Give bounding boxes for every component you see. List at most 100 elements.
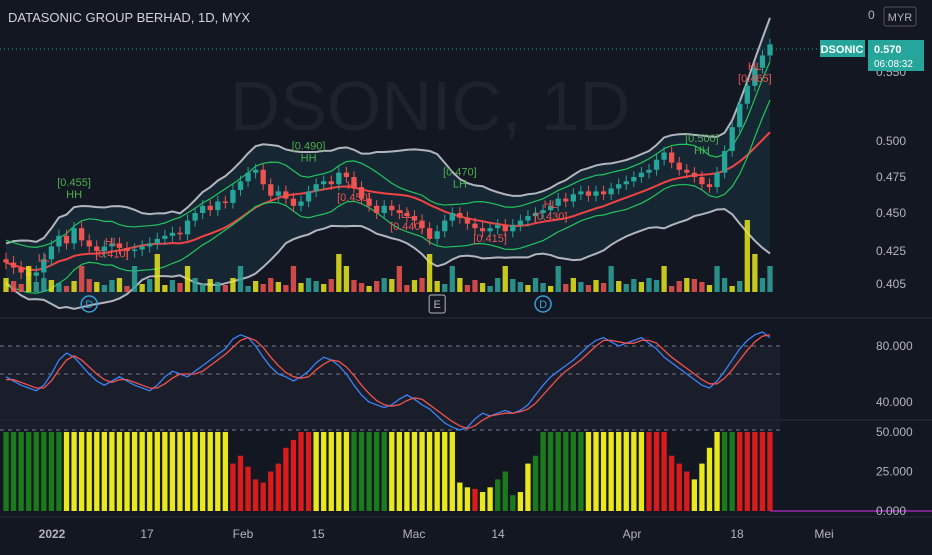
pivot-price-label: [0.465] bbox=[738, 73, 772, 85]
volume-bar bbox=[71, 281, 77, 292]
histogram-bar bbox=[517, 492, 524, 511]
candle-body bbox=[237, 181, 244, 190]
histogram-bar bbox=[759, 432, 766, 511]
volume-bar bbox=[290, 266, 297, 292]
volume-bar bbox=[94, 282, 100, 292]
histogram-bar bbox=[200, 432, 206, 511]
candle-body bbox=[684, 169, 690, 173]
volume-bar bbox=[78, 266, 85, 292]
volume-bar bbox=[706, 285, 713, 292]
candle-body bbox=[86, 240, 92, 247]
histogram-bar bbox=[298, 432, 304, 511]
histogram-bar bbox=[139, 432, 145, 511]
volume-bar bbox=[184, 266, 191, 292]
candle-body bbox=[245, 172, 251, 182]
histogram-bar bbox=[245, 466, 251, 511]
histogram-bar bbox=[434, 432, 440, 511]
volume-bar bbox=[222, 285, 229, 292]
candle-body bbox=[759, 55, 766, 68]
candle-body bbox=[154, 238, 160, 244]
histogram-bar bbox=[177, 432, 183, 511]
volume-bar bbox=[570, 278, 576, 292]
candle-body bbox=[525, 216, 531, 221]
event-marker-D[interactable]: D bbox=[80, 295, 98, 313]
pivot-label: LL bbox=[38, 252, 50, 264]
histogram-bar bbox=[192, 432, 198, 511]
candle-body bbox=[638, 172, 645, 177]
candle-body bbox=[411, 216, 418, 221]
histogram-bar bbox=[275, 463, 281, 511]
candle-body bbox=[691, 172, 698, 177]
candle-body bbox=[389, 205, 395, 211]
candle-body bbox=[313, 184, 319, 192]
candle-body bbox=[358, 187, 365, 199]
histogram-bar bbox=[661, 432, 667, 511]
volume-bar bbox=[759, 278, 766, 292]
event-marker-label: D bbox=[539, 299, 547, 311]
histogram-bar bbox=[313, 432, 319, 511]
volume-bar bbox=[585, 285, 592, 292]
histogram-bar bbox=[3, 432, 9, 511]
chart-watermark: DSONIC, 1D bbox=[230, 67, 631, 145]
candle-body bbox=[101, 246, 107, 251]
histogram-bar bbox=[449, 432, 455, 511]
histogram-bar bbox=[268, 471, 274, 511]
candle-body bbox=[616, 184, 622, 189]
candle-body bbox=[336, 172, 342, 185]
volume-bar bbox=[729, 286, 735, 292]
volume-bar bbox=[653, 280, 660, 292]
candle-body bbox=[71, 228, 77, 244]
volume-bar bbox=[547, 286, 554, 292]
volume-bar bbox=[351, 280, 357, 292]
histogram-bar bbox=[290, 439, 297, 511]
histogram-bar bbox=[669, 455, 675, 511]
volume-bar bbox=[177, 283, 183, 292]
candle-body bbox=[94, 246, 100, 251]
event-marker-E[interactable]: E bbox=[428, 294, 446, 314]
dividend-marker-circle bbox=[534, 295, 552, 313]
candle-body bbox=[33, 272, 39, 276]
histogram-bar bbox=[207, 432, 213, 511]
volume-bar bbox=[18, 284, 24, 292]
candle-body bbox=[449, 213, 455, 221]
candle-body bbox=[215, 201, 221, 211]
candle-body bbox=[290, 198, 297, 206]
candle-body bbox=[487, 228, 493, 232]
pivot-label: LL bbox=[401, 209, 413, 221]
candle-body bbox=[744, 85, 750, 104]
histogram-bar bbox=[343, 432, 350, 511]
histogram-bar bbox=[600, 432, 607, 511]
candle-body bbox=[222, 201, 229, 203]
histogram-bar bbox=[540, 432, 546, 511]
histogram-bar bbox=[744, 432, 750, 511]
volume-bar bbox=[169, 280, 176, 292]
volume-bar bbox=[162, 285, 168, 292]
pivot-price-label: [0.430] bbox=[534, 211, 568, 223]
volume-bar bbox=[396, 266, 402, 292]
volume-bar bbox=[563, 284, 569, 292]
volume-bar bbox=[737, 281, 743, 292]
histogram-bar bbox=[48, 432, 55, 511]
candle-body bbox=[404, 213, 410, 217]
candle-body bbox=[721, 151, 728, 173]
price-tag-countdown: 06:08:32 bbox=[874, 59, 913, 70]
volume-bar bbox=[328, 279, 334, 292]
candle-body bbox=[495, 225, 501, 229]
volume-bar bbox=[532, 278, 539, 292]
candle-body bbox=[555, 198, 561, 206]
histogram-bar bbox=[389, 432, 395, 511]
histogram-bar bbox=[411, 432, 418, 511]
histogram-bar bbox=[169, 432, 176, 511]
candle-body bbox=[230, 189, 236, 203]
histogram-bar bbox=[706, 447, 713, 511]
candle-body bbox=[351, 177, 357, 188]
volume-bar bbox=[616, 281, 622, 292]
currency-button[interactable]: MYR bbox=[883, 6, 917, 27]
time-axis-tick: 14 bbox=[491, 527, 505, 541]
candle-body bbox=[177, 232, 183, 235]
volume-bar bbox=[374, 281, 380, 292]
event-marker-D[interactable]: D bbox=[534, 295, 552, 313]
candle-body bbox=[184, 220, 191, 235]
